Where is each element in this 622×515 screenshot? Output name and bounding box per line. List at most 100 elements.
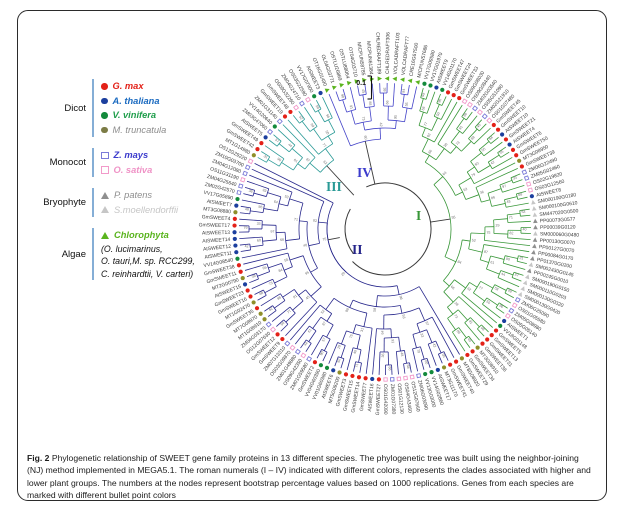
species-dot-marker xyxy=(245,288,250,293)
species-triangle-marker xyxy=(520,286,525,292)
bootstrap-value: 29 xyxy=(340,271,346,277)
bootstrap-value: 36 xyxy=(479,190,484,195)
bootstrap-value: 44 xyxy=(500,272,505,277)
bootstrap-value: 44 xyxy=(303,341,309,347)
bootstrap-value: 61 xyxy=(490,260,495,265)
bootstrap-value: 93 xyxy=(391,339,395,343)
species-triangle-marker xyxy=(415,80,421,85)
bootstrap-value: 42 xyxy=(244,244,248,248)
figure-label: Fig. 2 xyxy=(27,453,52,463)
species-dot-marker xyxy=(441,365,447,370)
tree-tip-label: GmSWEET4 xyxy=(202,214,231,222)
species-dot-marker xyxy=(272,124,277,129)
bootstrap-value: 96 xyxy=(498,304,504,310)
species-dot-marker xyxy=(259,141,264,146)
bootstrap-value: 60 xyxy=(257,238,261,242)
species-dot-marker xyxy=(457,95,462,101)
species-dot-marker xyxy=(428,83,433,88)
species-square-marker xyxy=(289,344,296,351)
bootstrap-value: 66 xyxy=(428,149,433,154)
bootstrap-value: 29 xyxy=(337,344,342,349)
bootstrap-value: 98 xyxy=(340,94,345,99)
bootstrap-value: 77 xyxy=(321,142,327,148)
species-dot-marker xyxy=(233,243,238,248)
bootstrap-value: 61 xyxy=(307,328,313,334)
bootstrap-value: 57 xyxy=(321,337,326,342)
bootstrap-value: 71 xyxy=(355,363,360,368)
species-triangle-marker xyxy=(407,78,413,84)
tree-tip-label: VOLCADRAFT103 xyxy=(393,32,402,74)
bootstrap-value: 96 xyxy=(398,295,403,300)
species-square-marker xyxy=(236,189,242,196)
bootstrap-value: 77 xyxy=(286,309,292,315)
legend-item-label: M. truncatula xyxy=(112,124,167,135)
bootstrap-value: 53 xyxy=(521,210,525,214)
legend-item: S.moellendorffii xyxy=(101,203,178,218)
bootstrap-value: 84 xyxy=(278,268,283,273)
bootstrap-value: 98 xyxy=(480,326,486,332)
bootstrap-value: 52 xyxy=(320,309,326,315)
tree-tip-label: MICPUN58785 xyxy=(355,42,366,76)
tree-tip-label: AtSWEET7 xyxy=(206,199,232,209)
bootstrap-value: 60 xyxy=(424,360,429,365)
tree-tip-label: VV17G05890 xyxy=(203,190,234,202)
species-triangle-marker xyxy=(362,77,367,83)
species-dot-marker xyxy=(234,203,239,208)
bootstrap-value: 84 xyxy=(488,136,494,142)
tree-tip-label: PP00130G0070 xyxy=(539,238,575,247)
tree-tip-label: CHLREDRAFT306 xyxy=(385,32,392,74)
tree-tip-label: PP00073G0577 xyxy=(540,217,576,225)
species-dot-marker xyxy=(465,352,470,358)
bootstrap-value: 40 xyxy=(522,227,526,231)
tree-tip-label: OS01G42090 xyxy=(382,384,388,415)
species-dot-marker xyxy=(363,376,368,381)
bootstrap-value: 79 xyxy=(416,349,421,354)
species-dot-marker xyxy=(350,373,355,379)
species-dot-marker xyxy=(495,127,501,132)
species-dot-marker xyxy=(356,375,362,380)
bootstrap-value: 86 xyxy=(388,366,392,370)
bootstrap-value: 93 xyxy=(262,188,267,193)
figure-border xyxy=(17,10,607,501)
species-dot-marker xyxy=(507,142,512,147)
bootstrap-value: 50 xyxy=(280,321,286,327)
bootstrap-value: 42 xyxy=(379,122,383,126)
bootstrap-value: 98 xyxy=(462,112,468,118)
figure-caption: Fig. 2 Phylogenetic relationship of SWEE… xyxy=(27,452,593,502)
species-dot-marker xyxy=(475,345,480,350)
bootstrap-value: 29 xyxy=(495,224,499,228)
species-dot-marker xyxy=(440,87,445,92)
species-square-marker xyxy=(244,164,251,171)
bootstrap-value: 87 xyxy=(321,321,327,327)
tree-tip-label: MT3G08880 xyxy=(203,206,232,215)
tree-tip-label: CRE16G67500 xyxy=(409,42,421,77)
bootstrap-value: 36 xyxy=(381,353,385,357)
species-triangle-marker xyxy=(531,199,536,205)
species-triangle-marker xyxy=(377,76,383,81)
bootstrap-value: 97 xyxy=(424,321,429,326)
bootstrap-value: 52 xyxy=(471,238,476,243)
species-square-marker xyxy=(265,321,272,328)
species-dot-marker xyxy=(435,367,440,373)
species-dot-marker xyxy=(251,300,256,305)
species-square-marker xyxy=(293,104,300,111)
bootstrap-value: 66 xyxy=(450,285,456,291)
species-dot-marker xyxy=(240,275,245,281)
bootstrap-value: 87 xyxy=(305,157,311,163)
legend-group: Algae Chlorophyta (O. lucimarinus, O. tauri… xyxy=(34,228,195,280)
legend-item: Chlorophyta xyxy=(101,228,195,243)
species-square-marker xyxy=(396,376,402,382)
bootstrap-value: 95 xyxy=(304,270,309,275)
tree-tip-label: AtSWEET8 xyxy=(536,187,562,198)
species-dot-marker xyxy=(282,114,288,119)
species-square-marker xyxy=(511,302,518,309)
legend-item: V. vinifera xyxy=(101,108,166,123)
species-dot-marker xyxy=(503,137,509,142)
species-triangle-marker xyxy=(517,292,522,297)
species-square-marker xyxy=(521,169,528,176)
species-square-marker xyxy=(383,377,388,382)
species-dot-marker xyxy=(489,333,494,338)
dot-marker-icon xyxy=(101,112,108,119)
species-triangle-marker xyxy=(533,218,538,224)
bootstrap-value: 82 xyxy=(509,231,513,235)
